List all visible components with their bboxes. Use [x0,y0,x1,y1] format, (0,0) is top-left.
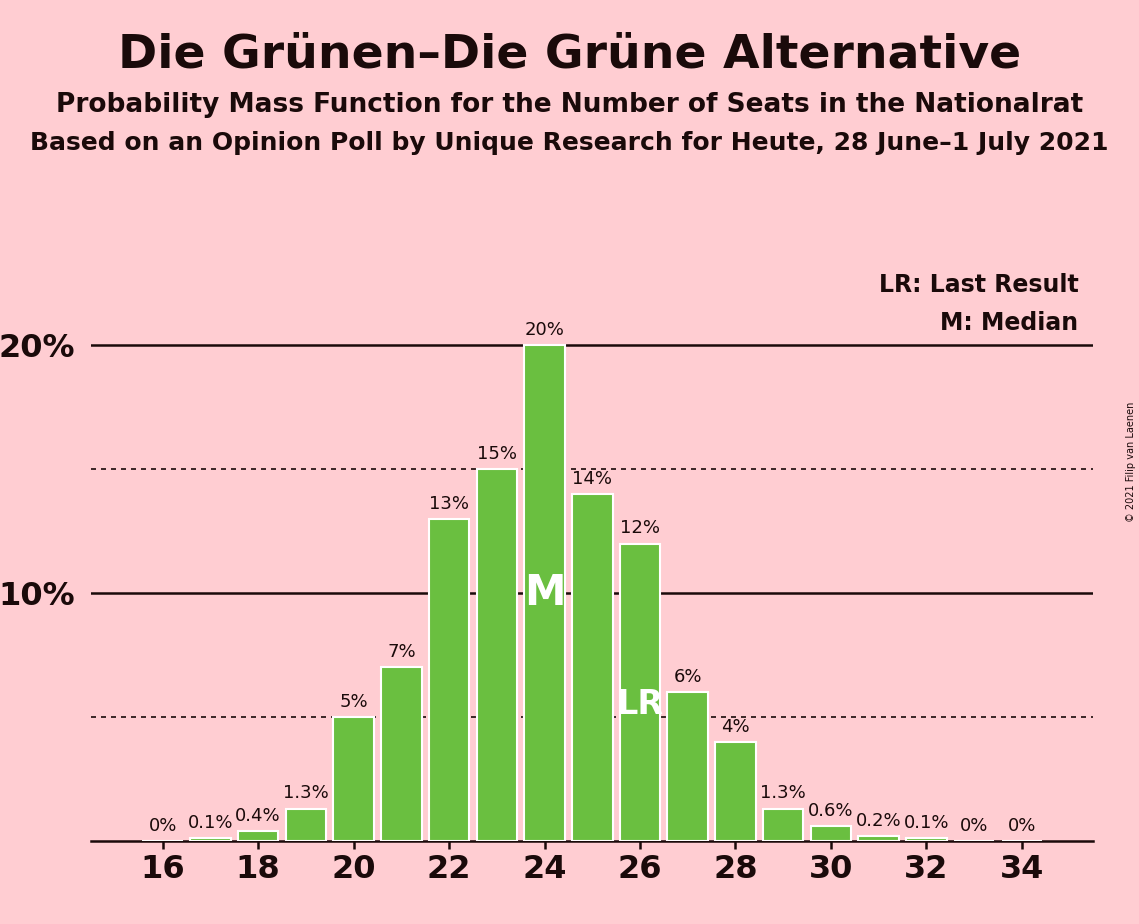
Text: 0.4%: 0.4% [236,807,281,825]
Text: 0.2%: 0.2% [855,811,901,830]
Text: 0.6%: 0.6% [809,802,853,820]
Text: M: M [524,572,565,614]
Text: 7%: 7% [387,643,416,662]
Bar [428,518,469,841]
Bar [286,808,326,841]
Bar [763,808,803,841]
Text: 0.1%: 0.1% [903,814,949,833]
Text: Probability Mass Function for the Number of Seats in the Nationalrat: Probability Mass Function for the Number… [56,92,1083,118]
Bar [476,469,517,841]
Text: Based on an Opinion Poll by Unique Research for Heute, 28 June–1 July 2021: Based on an Opinion Poll by Unique Resea… [31,131,1108,155]
Bar [238,831,278,841]
Text: Die Grünen–Die Grüne Alternative: Die Grünen–Die Grüne Alternative [118,32,1021,78]
Bar [859,836,899,841]
Text: 0.1%: 0.1% [188,814,233,833]
Text: 1.3%: 1.3% [282,784,329,802]
Text: © 2021 Filip van Laenen: © 2021 Filip van Laenen [1126,402,1136,522]
Bar [524,346,565,841]
Bar [334,717,374,841]
Text: 13%: 13% [429,494,469,513]
Text: LR: LR [616,688,664,721]
Bar [907,838,947,841]
Text: 20%: 20% [525,322,565,339]
Bar [572,494,613,841]
Bar [715,742,756,841]
Bar [382,667,421,841]
Text: M: Median: M: Median [941,311,1079,335]
Text: 6%: 6% [673,668,702,686]
Text: LR: Last Result: LR: Last Result [878,274,1079,298]
Text: 4%: 4% [721,718,749,736]
Text: 12%: 12% [620,519,659,538]
Text: 0%: 0% [960,817,989,834]
Text: 0%: 0% [148,817,177,834]
Text: 14%: 14% [572,469,613,488]
Bar [190,838,231,841]
Text: 15%: 15% [477,445,517,463]
Bar [667,692,708,841]
Bar [811,826,851,841]
Text: 0%: 0% [1008,817,1036,834]
Bar [620,543,661,841]
Text: 5%: 5% [339,693,368,711]
Text: 1.3%: 1.3% [761,784,806,802]
